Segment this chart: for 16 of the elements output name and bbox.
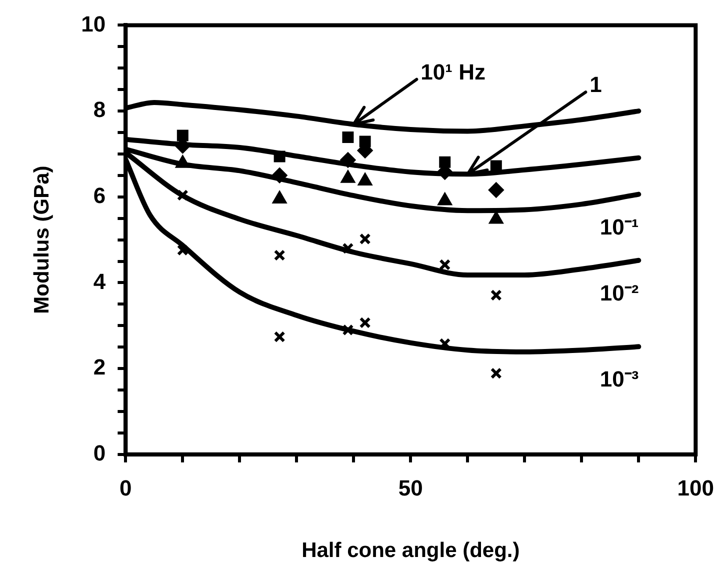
- series-label: 10⁻³: [600, 366, 639, 392]
- series-label: 10⁻²: [600, 280, 639, 306]
- y-axis-title: Modulus (GPa): [30, 166, 54, 314]
- x-axis-title: Half cone angle (deg.): [302, 539, 520, 562]
- series-label: 10⁻¹: [600, 214, 639, 240]
- x-tick-label: 100: [677, 476, 714, 501]
- y-tick-label: 2: [93, 354, 106, 380]
- y-tick-label: 8: [93, 97, 106, 122]
- y-tick-label: 6: [93, 182, 106, 208]
- text: 10¹ Hz: [420, 59, 486, 84]
- x-tick-label: 0: [120, 476, 132, 501]
- x-tick-label: 50: [398, 476, 423, 501]
- y-tick-label: 10: [81, 11, 106, 36]
- y-tick-label: 0: [93, 440, 106, 466]
- y-tick-label: 4: [93, 268, 106, 294]
- text: 1: [590, 72, 602, 98]
